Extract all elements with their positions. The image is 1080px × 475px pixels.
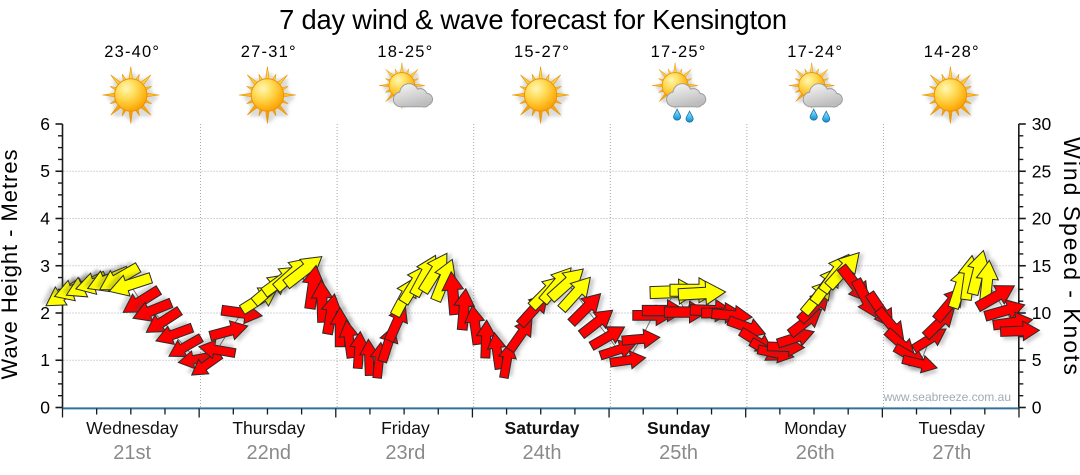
svg-text:4: 4 (40, 209, 50, 229)
svg-text:26th: 26th (796, 442, 835, 464)
svg-text:Wednesday: Wednesday (86, 418, 178, 438)
svg-text:2: 2 (40, 303, 50, 323)
svg-text:Tuesday: Tuesday (919, 418, 986, 438)
svg-text:20: 20 (1032, 209, 1052, 229)
svg-text:0: 0 (1032, 398, 1042, 418)
svg-text:18-25°: 18-25° (377, 43, 433, 61)
svg-text:Friday: Friday (381, 418, 430, 438)
svg-text:21st: 21st (113, 442, 151, 464)
svg-text:0: 0 (40, 398, 50, 418)
svg-text:17-25°: 17-25° (651, 43, 707, 61)
svg-text:6: 6 (40, 114, 50, 134)
svg-text:10: 10 (1032, 303, 1052, 323)
svg-text:7 day wind & wave forecast for: 7 day wind & wave forecast for Kensingto… (279, 4, 787, 35)
svg-text:www.seabreeze.com.au: www.seabreeze.com.au (883, 390, 1011, 404)
svg-text:Thursday: Thursday (232, 418, 305, 438)
svg-text:15: 15 (1032, 256, 1051, 276)
svg-text:Monday: Monday (784, 418, 847, 438)
svg-text:30: 30 (1032, 114, 1052, 134)
svg-text:1: 1 (40, 350, 50, 370)
svg-text:5: 5 (40, 161, 50, 181)
svg-text:Wind Speed - Knots: Wind Speed - Knots (1059, 137, 1080, 377)
svg-text:15-27°: 15-27° (514, 43, 570, 61)
svg-text:23-40°: 23-40° (104, 43, 160, 61)
svg-text:25: 25 (1032, 161, 1051, 181)
svg-text:25th: 25th (659, 442, 698, 464)
svg-text:5: 5 (1032, 350, 1042, 370)
svg-text:3: 3 (40, 256, 50, 276)
svg-text:14-28°: 14-28° (924, 43, 980, 61)
svg-text:27-31°: 27-31° (241, 43, 297, 61)
svg-text:Wave Height - Metres: Wave Height - Metres (0, 149, 22, 380)
svg-text:Saturday: Saturday (505, 418, 580, 438)
svg-text:27th: 27th (932, 442, 971, 464)
svg-text:Sunday: Sunday (647, 418, 710, 438)
svg-text:17-24°: 17-24° (787, 43, 843, 61)
svg-text:24th: 24th (523, 442, 562, 464)
svg-text:22nd: 22nd (247, 442, 292, 464)
svg-text:23rd: 23rd (385, 442, 425, 464)
